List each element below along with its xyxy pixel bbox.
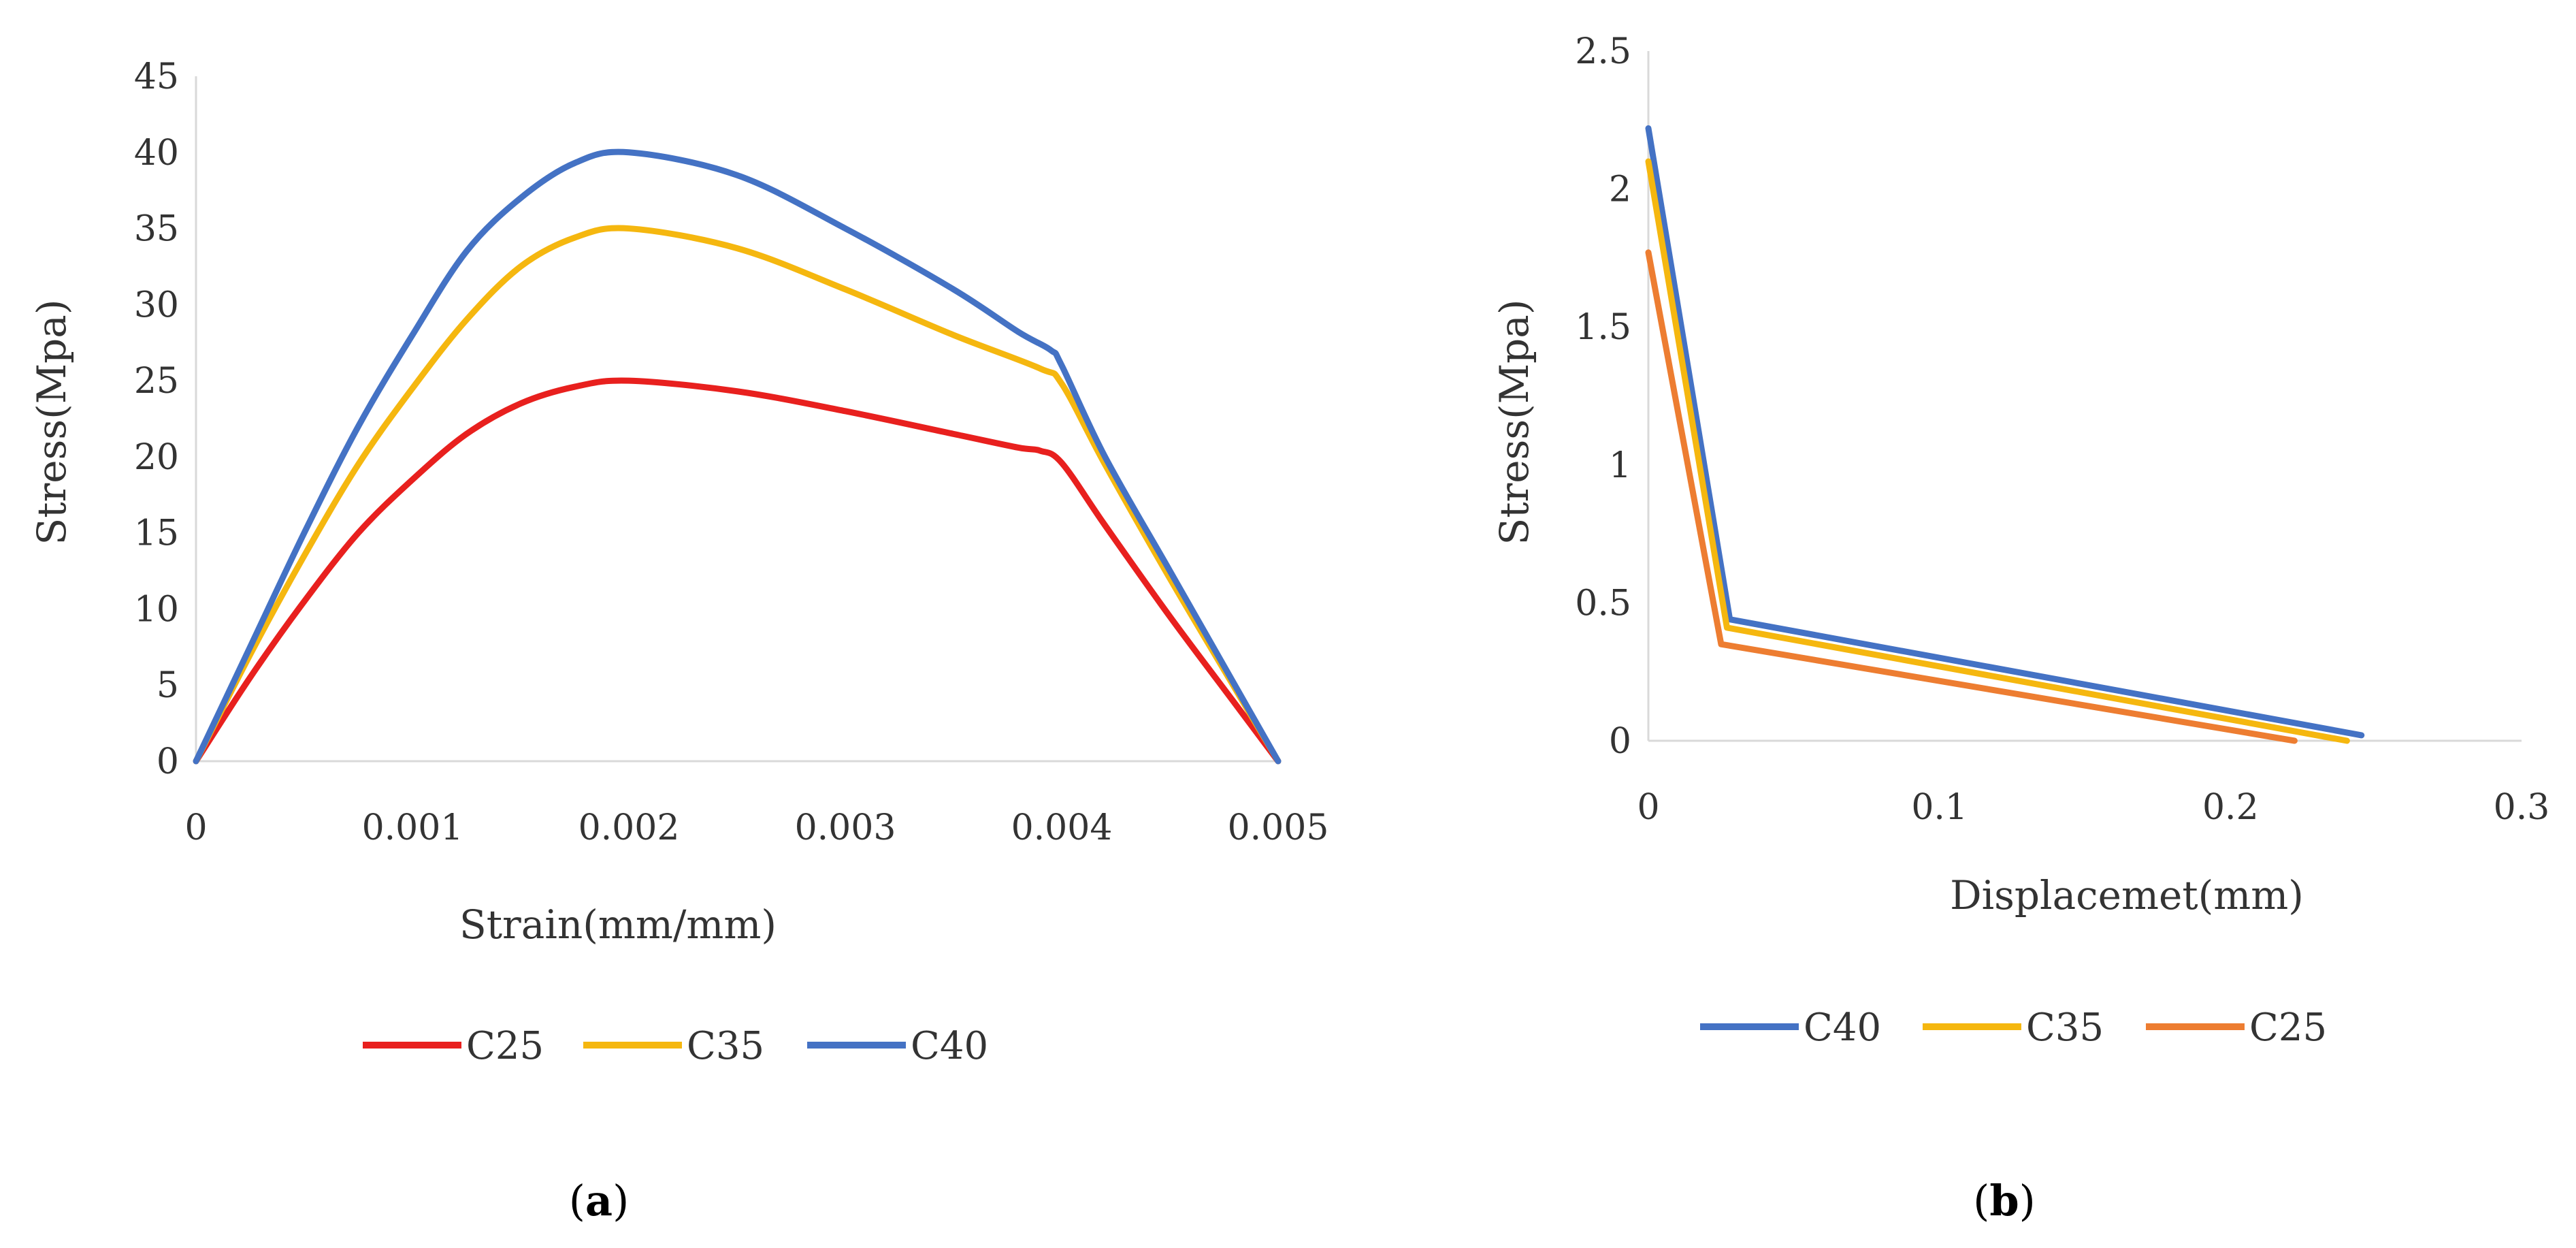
chart-b-legend-item: C40: [1700, 1006, 1881, 1050]
chart-b-legend-item: C35: [1923, 1006, 2104, 1050]
chart-a-x-tick-label: 0.002: [578, 807, 680, 848]
chart-a-series-line-c35: [193, 225, 1282, 765]
chart-b-x-tick-label: 0.1: [1911, 787, 1968, 828]
chart-b-y-axis-title: Stress(Mpa): [1491, 300, 1537, 545]
chart-b-y-tick-label: 0.5: [1575, 583, 1631, 624]
chart-b-x-tick-label: 0.3: [2494, 787, 2550, 828]
chart-a-y-tick-label: 40: [134, 133, 179, 174]
chart-panel-a: 0 5 10 15 20 25 30 35 40 45 0 0.001 0.002 0.003 0.004 0…: [29, 57, 1328, 1226]
chart-a-y-tick-label: 15: [134, 513, 179, 554]
panel-label-b-letter: b: [1989, 1176, 2019, 1226]
panel-label-a: (a): [569, 1176, 630, 1226]
chart-b-x-axis-title: Displacemet(mm): [1950, 872, 2304, 918]
chart-a-legend-label: C35: [687, 1024, 764, 1068]
chart-a-y-tick-label: 25: [134, 361, 179, 402]
chart-b-legend: C40 C35 C25: [1700, 1006, 2327, 1050]
chart-a-legend-label: C25: [466, 1024, 544, 1068]
chart-a-y-tick-label: 5: [157, 665, 179, 706]
chart-b-y-tick-label: 2.5: [1575, 31, 1631, 72]
chart-a-axes: 0 5 10 15 20 25 30 35 40 45 0 0.001 0.002 0.003 0.004 0…: [134, 57, 1329, 848]
chart-b-x-tick-label: 0: [1637, 787, 1659, 828]
chart-a-series-line-c25: [193, 377, 1282, 765]
chart-a-series: [193, 148, 1282, 765]
chart-a-y-tick-label: 35: [134, 209, 179, 250]
chart-b-series-line-c25: [1645, 249, 2298, 744]
chart-a-legend-item: C25: [363, 1024, 544, 1068]
chart-a-y-tick-label: 45: [134, 57, 179, 97]
chart-b-axes: 0 0.5 1 1.5 2 2.5 0 0.1 0.2 0.3: [1575, 31, 2549, 828]
chart-a-x-tick-label: 0.003: [795, 807, 896, 848]
chart-panel-b: 0 0.5 1 1.5 2 2.5 0 0.1 0.2 0.3 Displacemet(mm) S…: [1491, 31, 2549, 1226]
chart-a-y-axis-title: Stress(Mpa): [29, 300, 75, 545]
chart-a-y-tick-label: 10: [134, 589, 179, 630]
chart-b-legend-label: C35: [2026, 1006, 2104, 1050]
chart-a-series-line-c40: [193, 148, 1282, 765]
chart-a-legend-item: C40: [807, 1024, 988, 1068]
chart-b-y-tick-label: 2: [1609, 170, 1631, 210]
chart-a-x-axis-title: Strain(mm/mm): [459, 901, 777, 948]
chart-a-y-tick-label: 20: [134, 437, 179, 478]
chart-a-x-tick-label: 0.001: [362, 807, 463, 848]
chart-a-x-tick-label: 0.005: [1228, 807, 1329, 848]
chart-b-series-line-c35: [1645, 158, 2350, 744]
chart-a-y-tick-label: 30: [134, 285, 179, 325]
panel-label-a-letter: a: [585, 1176, 613, 1226]
chart-b-y-tick-label: 1.5: [1575, 307, 1631, 348]
chart-a-x-tick-label: 0.004: [1011, 807, 1113, 848]
chart-b-y-tick-label: 0: [1609, 721, 1631, 762]
chart-a-legend: C25 C35 C40: [363, 1024, 988, 1068]
chart-b-legend-label: C25: [2249, 1006, 2327, 1050]
chart-b-series: [1645, 125, 2365, 744]
chart-a-y-tick-label: 0: [157, 741, 179, 782]
chart-b-series-line-c40: [1645, 125, 2365, 739]
chart-b-x-tick-label: 0.2: [2202, 787, 2259, 828]
chart-a-x-tick-label: 0: [184, 807, 207, 848]
chart-a-legend-item: C35: [583, 1024, 764, 1068]
chart-b-legend-item: C25: [2146, 1006, 2327, 1050]
panel-label-b: (b): [1973, 1176, 2036, 1226]
chart-b-legend-label: C40: [1804, 1006, 1881, 1050]
chart-a-legend-label: C40: [911, 1024, 988, 1068]
chart-b-y-tick-label: 1: [1609, 445, 1631, 486]
